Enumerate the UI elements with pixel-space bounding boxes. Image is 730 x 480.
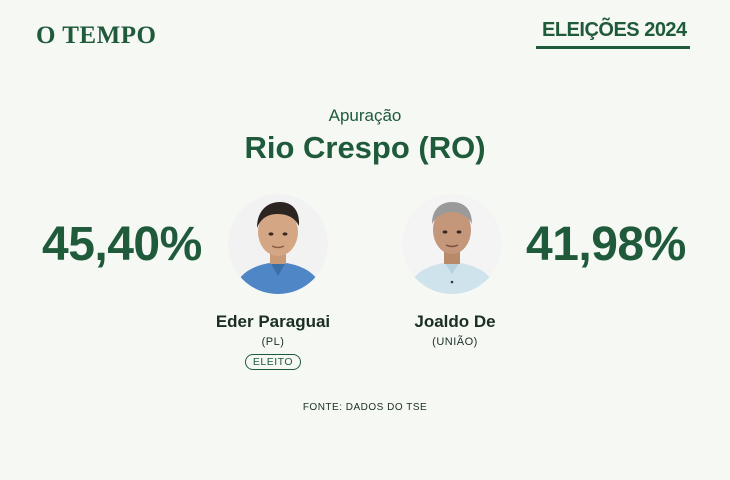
badge-underline: [536, 46, 690, 49]
data-source-note: FONTE: DADOS DO TSE: [302, 402, 428, 413]
candidate-2-name: Joaldo De: [414, 312, 496, 331]
candidate-1-name: Eder Paraguai: [215, 312, 331, 331]
candidate-1-percentage: 45,40%: [42, 218, 202, 271]
candidate-1-portrait-icon: [228, 194, 328, 294]
candidate-2-percentage: 41,98%: [526, 218, 686, 271]
otempo-logo[interactable]: O TEMPO: [36, 22, 157, 49]
candidate-2-portrait-icon: [402, 194, 502, 294]
candidate-2-photo: [402, 194, 502, 294]
elections-2024-badge: ELEIÇÕES 2024: [536, 17, 690, 53]
elections-2024-label: ELEIÇÕES 2024: [542, 19, 687, 41]
candidate-1-photo: [228, 194, 328, 294]
candidate-2-party: (UNIÃO): [432, 336, 478, 348]
elected-badge: ELEITO: [245, 354, 301, 370]
page-subtitle: Apuração: [328, 106, 402, 125]
candidate-1-party: (PL): [261, 336, 285, 348]
page-title: Rio Crespo (RO): [244, 130, 486, 165]
